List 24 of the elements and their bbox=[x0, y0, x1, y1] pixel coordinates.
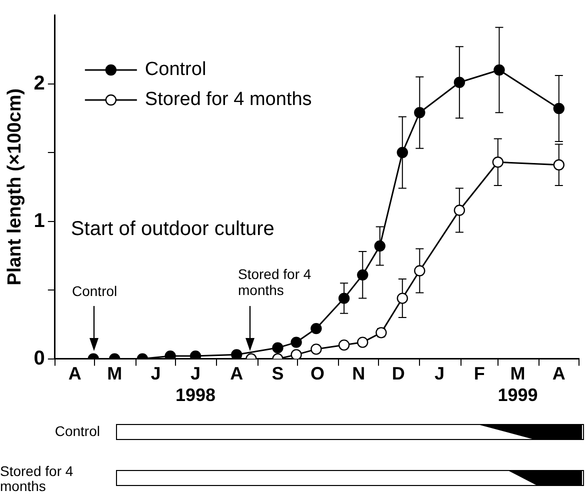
y-tick-label: 0 bbox=[34, 347, 45, 370]
x-tick-label: J bbox=[434, 364, 445, 384]
legend-label: Stored for 4 months bbox=[144, 89, 312, 110]
x-tick-label: A bbox=[552, 364, 566, 384]
x-tick-label: D bbox=[392, 364, 405, 384]
annotation: Start of outdoor culture bbox=[70, 218, 274, 240]
x-tick-label: J 1998 bbox=[175, 364, 216, 406]
annotation: Control bbox=[72, 283, 118, 299]
text: Control bbox=[54, 423, 100, 439]
annotation: Stored for 4 months bbox=[238, 266, 312, 298]
x-tick-label: A bbox=[68, 364, 82, 384]
y-tick-label: 1 bbox=[34, 210, 45, 232]
y-tick-label: 2 bbox=[34, 72, 45, 94]
x-tick-label: N bbox=[352, 364, 366, 384]
x-tick-label: F bbox=[474, 364, 485, 384]
x-tick-label: S bbox=[272, 364, 284, 384]
x-tick-label: A bbox=[230, 364, 244, 384]
legend-label: Control bbox=[144, 59, 206, 80]
x-tick-label: J bbox=[150, 364, 161, 384]
x-tick-label: M 1999 bbox=[498, 364, 538, 406]
y-axis-title: Plant length (×100cm) bbox=[4, 88, 26, 286]
x-tick-label: M bbox=[107, 364, 122, 384]
text: Stored for 4 months bbox=[0, 463, 74, 494]
x-tick-label: O bbox=[310, 364, 325, 384]
